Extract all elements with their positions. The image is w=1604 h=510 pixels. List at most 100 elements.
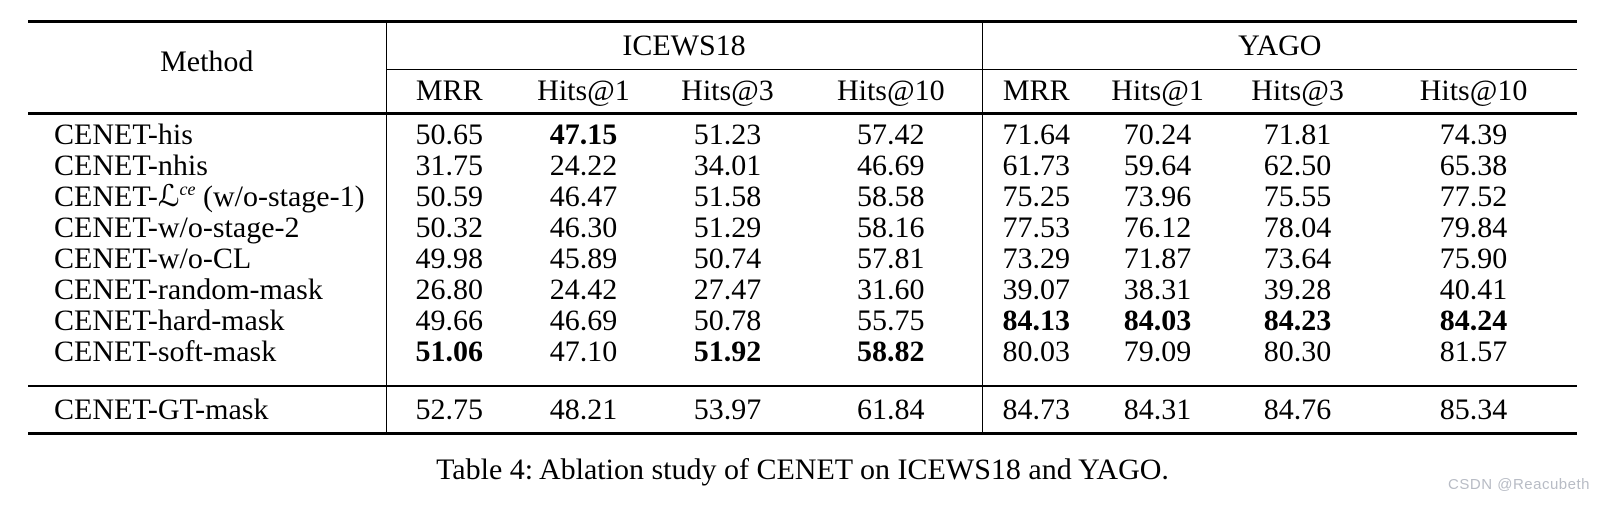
value-cell: 31.75 [385,150,512,181]
value-cell: 58.16 [857,211,925,244]
value-cell: 58.58 [857,180,925,213]
value-cell: 61.73 [981,150,1091,181]
value-cell: 55.75 [857,304,925,337]
value-cell: 31.60 [857,273,925,306]
value-cell: 50.59 [385,181,512,212]
value-cell: 59.64 [1123,149,1192,182]
watermark: CSDN @Reacubeth [1448,476,1590,493]
value-cell: 51.23 [693,118,762,151]
value-cell: 51.06 [385,336,512,387]
method-cell: CENET-w/o-stage-2 [54,211,300,244]
value-cell: 79.09 [1090,336,1226,387]
table-header: Method ICEWS18 YAGO MRR Hits@1 Hits@3 Hits@… [28,21,1578,115]
value-cell: 39.28 [1263,273,1332,306]
method-cell: CENET-GT-mask [54,393,269,426]
value-cell: 45.89 [549,242,618,275]
metric-header-row: MRR Hits@1 Hits@3 Hits@10 MRR Hits@1 Hits@3 Hit… [28,69,1578,115]
method-column-header: Method [28,21,386,115]
value-cell: 78.04 [1263,211,1332,244]
value-cell: 73.96 [1123,180,1192,213]
value-cell: 39.07 [981,274,1091,305]
value-cell: 61.84 [857,393,925,426]
value-cell: 76.12 [1123,211,1192,244]
table-row: CENET-soft-mask 51.06 47.10 51.92 58.82 80.03… [28,336,1578,387]
table-row: CENET-w/o-CL 49.98 45.89 50.74 57.81 73.29 71.… [28,243,1577,274]
col-header-yago-mrr: MRR [981,69,1091,115]
value-cell: 74.39 [1439,118,1508,151]
value-cell: 75.55 [1263,180,1332,213]
value-cell: 79.84 [1439,211,1508,244]
table-row: CENET-hard-mask 49.66 46.69 50.78 55.75 84.13… [28,305,1577,336]
method-cell: CENET-ℒce (w/o-stage-1) [28,179,386,213]
value-cell: 71.81 [1263,118,1332,151]
value-cell: 48.21 [549,393,618,426]
col-header-icews18-hits3: Hits@3 [655,69,800,115]
value-cell: 85.34 [1439,393,1508,426]
value-cell: 65.38 [1439,149,1508,182]
value-cell: 80.03 [981,336,1091,387]
method-cell: CENET-nhis [54,149,208,182]
value-cell: 26.80 [385,274,512,305]
col-header-yago-hits10: Hits@10 [1370,69,1578,115]
value-cell: 47.15 [549,118,618,151]
method-cell: CENET-hard-mask [54,304,285,337]
table-row: CENET-random-mask 26.80 24.42 27.47 31.60 39.… [28,274,1577,305]
value-cell: 49.98 [385,243,512,274]
value-cell: 81.57 [1370,336,1578,387]
value-cell: 75.90 [1439,242,1508,275]
value-cell: 27.47 [693,273,762,306]
method-text: CENET- [54,180,158,213]
group-header-icews18: ICEWS18 [385,21,983,70]
table-row: CENET-GT-mask 52.75 48.21 53.97 61.84 84.73 84… [28,386,1577,434]
table-row: CENET-ℒce (w/o-stage-1) 50.59 46.47 51.58 58… [28,179,1577,213]
value-cell: 71.64 [981,113,1091,150]
col-header-icews18-hits1: Hits@1 [512,69,655,115]
value-cell: 47.10 [512,336,655,387]
value-cell: 73.64 [1263,242,1332,275]
table-row: CENET-nhis 31.75 24.22 34.01 46.69 61.73 59.64… [28,150,1577,181]
value-cell: 46.69 [549,304,618,337]
value-cell: 84.13 [981,305,1091,336]
value-cell: 84.24 [1439,304,1508,337]
table-body: CENET-his 50.65 47.15 51.23 57.42 71.64 70.24 7… [28,113,1578,387]
table-row: CENET-his 50.65 47.15 51.23 57.42 71.64 70.24 7… [28,113,1577,151]
table-footer: CENET-GT-mask 52.75 48.21 53.97 61.84 84.73 84… [28,386,1577,434]
col-header-icews18-mrr: MRR [385,69,512,115]
value-cell: 77.52 [1439,180,1508,213]
col-header-icews18-hits10: Hits@10 [800,69,983,115]
value-cell: 73.29 [981,243,1091,274]
value-cell: 34.01 [693,149,762,182]
value-cell: 53.97 [693,393,762,426]
value-cell: 24.42 [549,273,618,306]
group-header-yago: YAGO [981,21,1578,70]
table-caption: Table 4: Ablation study of CENET on ICEW… [436,453,1169,486]
value-cell: 70.24 [1123,118,1192,151]
method-cell: CENET-his [54,118,193,151]
col-header-yago-hits3: Hits@3 [1225,69,1371,115]
value-cell: 57.81 [857,242,925,275]
col-header-yago-hits1: Hits@1 [1090,69,1226,115]
loss-superscript: ce [179,179,196,199]
group-header-row: Method ICEWS18 YAGO [28,21,1578,115]
value-cell: 50.74 [693,242,762,275]
value-cell: 46.69 [857,149,925,182]
value-cell: 40.41 [1439,273,1508,306]
value-cell: 57.42 [857,118,925,151]
ablation-table: Method ICEWS18 YAGO MRR Hits@1 Hits@3 Hits@… [28,20,1578,435]
method-cell: CENET-w/o-CL [54,242,252,275]
value-cell: 84.03 [1123,304,1192,337]
method-cell: CENET-soft-mask [28,336,386,387]
value-cell: 84.23 [1263,304,1332,337]
table-row: CENET-w/o-stage-2 50.32 46.30 51.29 58.16 77.… [28,212,1577,243]
value-cell: 80.30 [1225,336,1371,387]
value-cell: 51.29 [693,211,762,244]
value-cell: 51.92 [655,336,800,387]
value-cell: 84.76 [1263,393,1332,426]
value-cell: 38.31 [1123,273,1192,306]
value-cell: 46.47 [549,180,618,213]
loss-symbol: ℒ [157,180,180,213]
value-cell: 84.31 [1123,393,1192,426]
value-cell: 50.78 [693,304,762,337]
value-cell: 71.87 [1123,242,1192,275]
